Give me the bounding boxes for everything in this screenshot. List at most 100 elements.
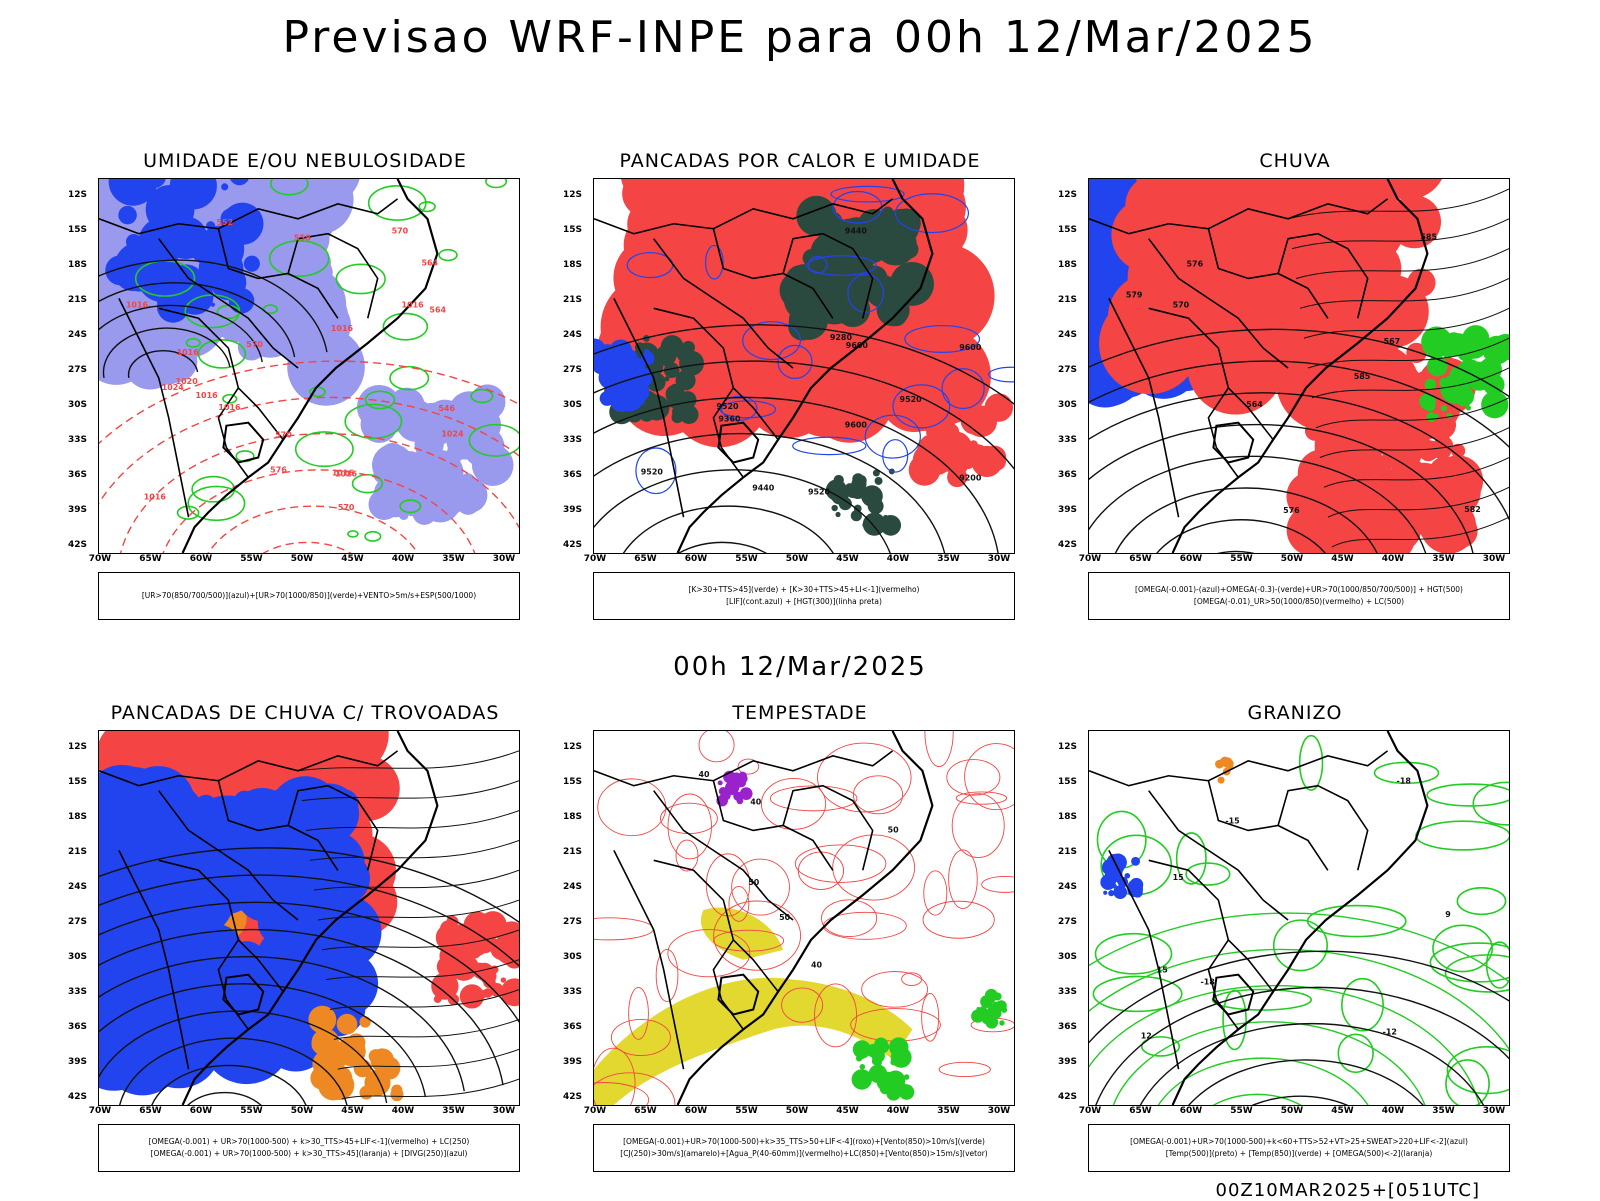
contour-label: 585: [1354, 372, 1371, 381]
contour-label: 564: [421, 259, 438, 268]
lat-tick-label: 24S: [563, 882, 582, 892]
contour-label: 570: [1173, 300, 1190, 309]
contour-label: 582: [1464, 505, 1481, 514]
lon-tick-label: 55W: [240, 1106, 262, 1116]
lon-tick-label: 55W: [735, 1106, 757, 1116]
lon-tick-label: 50W: [786, 1106, 808, 1116]
lon-tick-label: 40W: [392, 1106, 414, 1116]
legend-line: [K>30+TTS>45](verde) + [K>30+TTS>45+LI<-…: [689, 584, 920, 596]
lon-tick-label: 35W: [937, 554, 959, 564]
panel-title: PANCADAS POR CALOR E UMIDADE: [585, 150, 1015, 172]
lat-tick-label: 15S: [563, 777, 582, 787]
lon-tick-label: 30W: [1483, 554, 1505, 564]
contour-label: 570: [246, 340, 263, 349]
lat-tick-label: 21S: [563, 295, 582, 305]
legend-line: [OMEGA(-0.001)+UR>70(1000-500)+k>35_TTS>…: [623, 1136, 985, 1148]
lat-tick-label: 30S: [68, 952, 87, 962]
contour-label: 9600: [845, 421, 868, 430]
lat-tick-label: 42S: [68, 1092, 87, 1102]
lon-tick-label: 65W: [1129, 554, 1151, 564]
lat-tick-label: 39S: [563, 1057, 582, 1067]
lon-tick-label: 65W: [139, 1106, 161, 1116]
contour-label: 9520: [900, 395, 923, 404]
lat-tick-label: 15S: [1058, 225, 1077, 235]
contour-label: -12: [1383, 1027, 1397, 1036]
main-title: Previsao WRF-INPE para 00h 12/Mar/2025: [0, 12, 1600, 63]
panel-legend: [UR>70(850/700/500)](azul)+[UR>70(1000/8…: [98, 572, 520, 620]
lat-tick-label: 36S: [68, 470, 87, 480]
lat-tick-label: 36S: [1058, 470, 1077, 480]
lon-tick-label: 35W: [442, 1106, 464, 1116]
contour-label: 1016: [218, 403, 241, 412]
panel-title: TEMPESTADE: [585, 702, 1015, 724]
contour-label: 570: [392, 227, 409, 236]
contour-label: 552: [216, 218, 233, 227]
legend-line: [UR>70(850/700/500)](azul)+[UR>70(1000/8…: [142, 590, 476, 602]
borders: [1089, 751, 1388, 1069]
contour-label: 50: [748, 878, 760, 887]
contour-label: 1016: [402, 300, 425, 309]
contour-label: 558: [294, 234, 311, 243]
legend-line: [Temp(500)](preto) + [Temp(850)](verde) …: [1166, 1148, 1433, 1160]
lon-tick-label: 50W: [1281, 1106, 1303, 1116]
lon-tick-label: 30W: [493, 1106, 515, 1116]
lon-tick-label: 70W: [584, 554, 606, 564]
lon-tick-label: 40W: [887, 554, 909, 564]
contour-label: -18: [1397, 777, 1412, 786]
lon-tick-label: 65W: [634, 1106, 656, 1116]
lat-tick-label: 21S: [1058, 295, 1077, 305]
lat-tick-label: 18S: [1058, 812, 1077, 822]
contour-label: 564: [1246, 400, 1263, 409]
lat-tick-label: 33S: [563, 987, 582, 997]
lat-tick-label: 12S: [68, 742, 87, 752]
lon-tick-label: 70W: [1079, 554, 1101, 564]
contour-label: 9520: [808, 487, 831, 496]
lat-tick-label: 36S: [1058, 1022, 1077, 1032]
contour-label: 9200: [959, 473, 982, 482]
lat-tick-label: 18S: [68, 260, 87, 270]
lon-tick-label: 30W: [1483, 1106, 1505, 1116]
contour-label: 570: [338, 503, 355, 512]
lat-tick-label: 27S: [68, 365, 87, 375]
panel-legend: [OMEGA(-0.001) + UR>70(1000-500) + k>30_…: [98, 1124, 520, 1172]
lat-tick-label: 30S: [1058, 400, 1077, 410]
lat-tick-label: 33S: [563, 435, 582, 445]
lat-tick-label: 42S: [1058, 540, 1077, 550]
lon-tick-label: 60W: [685, 1106, 707, 1116]
contour-label: 567: [1384, 337, 1401, 346]
lat-tick-label: 21S: [68, 295, 87, 305]
lon-tick-label: 65W: [634, 554, 656, 564]
lon-tick-label: 45W: [836, 1106, 858, 1116]
lat-tick-label: 12S: [1058, 190, 1077, 200]
lat-tick-label: 24S: [68, 882, 87, 892]
contour-label: 9360: [718, 415, 741, 424]
lon-tick-label: 55W: [1230, 1106, 1252, 1116]
lon-tick-label: 30W: [988, 554, 1010, 564]
lat-tick-label: 27S: [563, 365, 582, 375]
lon-tick-label: 45W: [1331, 1106, 1353, 1116]
lat-tick-label: 33S: [68, 987, 87, 997]
contour-label: 576: [1187, 260, 1204, 269]
lon-tick-label: 40W: [887, 1106, 909, 1116]
lat-tick-label: 33S: [1058, 987, 1077, 997]
lat-tick-label: 24S: [68, 330, 87, 340]
panel-title: UMIDADE E/OU NEBULOSIDADE: [90, 150, 520, 172]
contour-label: 576: [270, 465, 287, 474]
lat-tick-label: 39S: [563, 505, 582, 515]
lat-tick-label: 42S: [563, 540, 582, 550]
lat-tick-label: 30S: [563, 952, 582, 962]
contour-label: 40: [750, 798, 762, 807]
weather-map[interactable]: [98, 730, 520, 1106]
lon-tick-label: 70W: [89, 554, 111, 564]
humidity-fill: [99, 179, 514, 525]
lon-tick-label: 40W: [1382, 554, 1404, 564]
